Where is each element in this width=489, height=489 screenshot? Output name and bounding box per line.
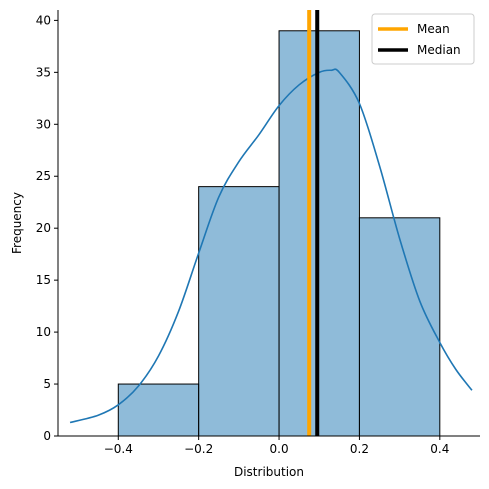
y-tick-label: 5	[43, 377, 51, 391]
y-tick-label: 0	[43, 429, 51, 443]
y-tick-label: 20	[36, 221, 51, 235]
x-tick-label: 0.0	[270, 442, 289, 456]
histogram-bar-0	[117, 383, 200, 437]
y-ticks: 0 5 10 15 20 25 30 35 40	[36, 13, 58, 443]
y-tick-label: 25	[36, 169, 51, 183]
x-tick-label: −0.2	[184, 442, 213, 456]
x-tick-label: 0.4	[430, 442, 449, 456]
y-tick-label: 30	[36, 117, 51, 131]
y-tick-label: 40	[36, 13, 51, 27]
legend-median-label: Median	[417, 43, 461, 57]
y-axis-label: Frequency	[10, 192, 24, 254]
y-tick-label: 15	[36, 273, 51, 287]
x-tick-label: 0.2	[350, 442, 369, 456]
x-axis-label: Distribution	[234, 465, 304, 479]
x-ticks: −0.4 −0.2 0.0 0.2 0.4	[104, 436, 449, 456]
y-tick-label: 35	[36, 65, 51, 79]
histogram-bars	[117, 30, 441, 437]
stat-lines	[307, 10, 320, 436]
legend-mean-label: Mean	[417, 22, 450, 36]
y-tick-label: 10	[36, 325, 51, 339]
histogram-bar-3	[358, 217, 441, 437]
kde-curve-group	[69, 68, 473, 424]
x-tick-label: −0.4	[104, 442, 133, 456]
kde-curve	[69, 68, 473, 424]
histogram-bar-1	[198, 186, 280, 437]
histogram-bar-2	[278, 30, 360, 437]
legend: Mean Median	[371, 13, 475, 65]
axes	[57, 10, 480, 437]
